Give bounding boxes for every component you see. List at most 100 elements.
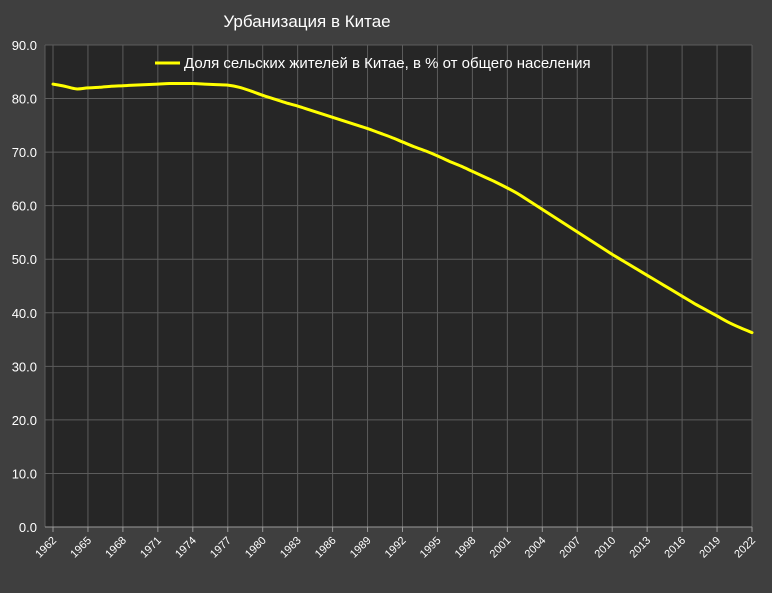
x-axis-ticks: 1962 1965 1968 1971 1974 1977 1980 1983 1986 1989…: [33, 535, 758, 561]
data-point-1979: [250, 90, 252, 92]
data-point-2012: [634, 267, 636, 269]
data-point-1984: [308, 109, 310, 111]
data-point-2000: [495, 181, 497, 183]
data-point-1983: [296, 105, 298, 107]
x-tick-label: 1971: [138, 535, 164, 561]
x-tick-label: 2007: [558, 535, 584, 561]
data-point-2003: [529, 201, 531, 203]
y-tick-label: 80.0: [12, 92, 37, 107]
y-tick-label: 40.0: [12, 306, 37, 321]
data-point-1986: [331, 116, 333, 118]
data-point-1988: [355, 124, 357, 126]
data-point-1969: [133, 84, 135, 86]
data-point-1982: [285, 102, 287, 104]
data-point-2004: [541, 208, 543, 210]
x-tick-label: 1977: [208, 535, 234, 561]
x-tick-label: 1962: [33, 535, 59, 561]
y-tick-label: 20.0: [12, 413, 37, 428]
data-point-1977: [227, 84, 229, 86]
data-point-1990: [378, 132, 380, 134]
x-tick-label: 1980: [243, 535, 269, 561]
data-point-1962: [52, 83, 54, 85]
data-point-1975: [203, 83, 205, 85]
data-point-1981: [273, 98, 275, 100]
data-point-1978: [238, 86, 240, 88]
legend: Доля сельских жителей в Китае, в % от об…: [155, 55, 591, 72]
data-point-1963: [63, 85, 65, 87]
data-point-2009: [599, 246, 601, 248]
data-point-1998: [471, 170, 473, 172]
data-point-1974: [192, 82, 194, 84]
x-tick-label: 1989: [348, 535, 374, 561]
data-point-2019: [716, 315, 718, 317]
data-point-2005: [553, 216, 555, 218]
grid: [44, 44, 753, 532]
chart-title: Урбанизация в Китае: [223, 12, 390, 31]
data-point-1989: [366, 127, 368, 129]
x-tick-label: 2010: [593, 535, 619, 561]
data-point-1976: [215, 83, 217, 85]
y-tick-label: 70.0: [12, 145, 37, 160]
data-point-2011: [623, 260, 625, 262]
x-tick-label: 2001: [488, 535, 514, 561]
data-point-2016: [681, 295, 683, 297]
data-point-1971: [157, 83, 159, 85]
data-point-2015: [669, 288, 671, 290]
x-tick-label: 1965: [68, 535, 94, 561]
plot-area: [45, 45, 752, 527]
data-point-2013: [646, 274, 648, 276]
x-tick-label: 2019: [697, 535, 723, 561]
x-tick-label: 1974: [173, 535, 199, 561]
legend-label: Доля сельских жителей в Китае, в % от об…: [184, 55, 591, 72]
data-point-1964: [75, 88, 77, 90]
data-point-1966: [98, 86, 100, 88]
y-tick-label: 30.0: [12, 359, 37, 374]
data-point-1995: [436, 155, 438, 157]
data-point-2007: [576, 231, 578, 233]
x-tick-label: 1986: [313, 535, 339, 561]
data-point-1965: [87, 87, 89, 89]
y-tick-label: 10.0: [12, 466, 37, 481]
y-tick-label: 50.0: [12, 252, 37, 267]
data-point-1985: [320, 112, 322, 114]
data-point-2006: [564, 223, 566, 225]
data-point-1972: [168, 82, 170, 84]
data-point-2017: [693, 302, 695, 304]
data-point-1993: [413, 146, 415, 148]
x-tick-label: 2016: [662, 535, 688, 561]
data-point-1987: [343, 120, 345, 122]
x-tick-label: 2013: [627, 535, 653, 561]
data-point-1999: [483, 176, 485, 178]
x-tick-label: 1995: [418, 535, 444, 561]
data-point-2021: [739, 327, 741, 329]
data-point-2001: [506, 187, 508, 189]
y-axis-ticks: 0.0 10.0 20.0 30.0 40.0 50.0 60.0 70.0 80.0 90.0: [12, 38, 37, 535]
data-point-1992: [401, 141, 403, 143]
x-tick-label: 1983: [278, 535, 304, 561]
series-line-rural-share: [51, 82, 754, 335]
data-point-2002: [518, 193, 520, 195]
data-point-1997: [460, 165, 462, 167]
data-point-1968: [122, 85, 124, 87]
data-point-2018: [704, 308, 706, 310]
data-point-1980: [262, 94, 264, 96]
data-point-2020: [728, 321, 730, 323]
x-tick-label: 2022: [732, 535, 758, 561]
x-tick-label: 1968: [103, 535, 129, 561]
data-point-2010: [611, 253, 613, 255]
data-point-1994: [425, 150, 427, 152]
data-point-1973: [180, 82, 182, 84]
data-point-2008: [588, 238, 590, 240]
y-tick-label: 60.0: [12, 199, 37, 214]
data-point-1991: [390, 136, 392, 138]
data-point-2022: [751, 331, 753, 333]
data-point-1970: [145, 83, 147, 85]
y-tick-label: 90.0: [12, 38, 37, 53]
x-tick-label: 1998: [453, 535, 479, 561]
data-point-1967: [110, 85, 112, 87]
x-tick-label: 1992: [383, 535, 409, 561]
y-tick-label: 0.0: [19, 520, 37, 535]
x-tick-label: 2004: [523, 535, 549, 561]
data-point-2014: [658, 281, 660, 283]
